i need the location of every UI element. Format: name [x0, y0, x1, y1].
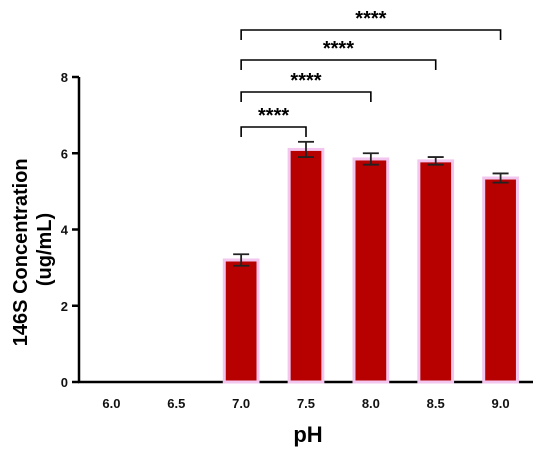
- x-tick-label: 6.0: [102, 396, 120, 411]
- bar: [224, 260, 258, 382]
- y-axis-label: 146S Concentration (ug/mL): [10, 153, 56, 346]
- bar: [354, 159, 388, 382]
- x-tick-label: 8.5: [427, 396, 445, 411]
- y-tick-label: 6: [61, 146, 68, 161]
- significance-bracket: ****: [241, 38, 436, 70]
- y-tick-label: 2: [61, 299, 68, 314]
- x-axis-label: pH: [293, 422, 322, 447]
- bar: [419, 161, 453, 382]
- significance-bracket: ****: [241, 70, 371, 102]
- bracket-line: [241, 30, 500, 40]
- bar: [484, 178, 518, 382]
- significance-label: ****: [258, 105, 289, 127]
- x-tick-label: 7.5: [297, 396, 315, 411]
- bracket-line: [241, 92, 371, 102]
- y-ticks: 0 2 4 6 8: [61, 70, 79, 390]
- significance-label: ****: [355, 8, 386, 30]
- x-tick-label: 8.0: [362, 396, 380, 411]
- y-tick-label: 4: [61, 223, 69, 238]
- significance-bracket: ****: [241, 8, 500, 40]
- significance-brackets: ****************: [241, 8, 500, 137]
- x-tick-label: 9.0: [492, 396, 510, 411]
- bars: [224, 142, 517, 382]
- significance-label: ****: [290, 70, 321, 92]
- bracket-line: [241, 127, 306, 137]
- y-tick-label: 0: [61, 375, 68, 390]
- x-ticks: 6.0 6.5 7.0 7.5 8.0 8.5 9.0: [102, 396, 509, 411]
- x-tick-label: 6.5: [167, 396, 185, 411]
- x-tick-label: 7.0: [232, 396, 250, 411]
- significance-bracket: ****: [241, 105, 306, 137]
- y-axis-label-line2: (ug/mL): [34, 213, 56, 286]
- bar: [289, 149, 323, 382]
- significance-label: ****: [323, 38, 354, 60]
- bracket-line: [241, 60, 436, 70]
- y-tick-label: 8: [61, 70, 68, 85]
- y-axis-label-line1: 146S Concentration: [10, 158, 32, 346]
